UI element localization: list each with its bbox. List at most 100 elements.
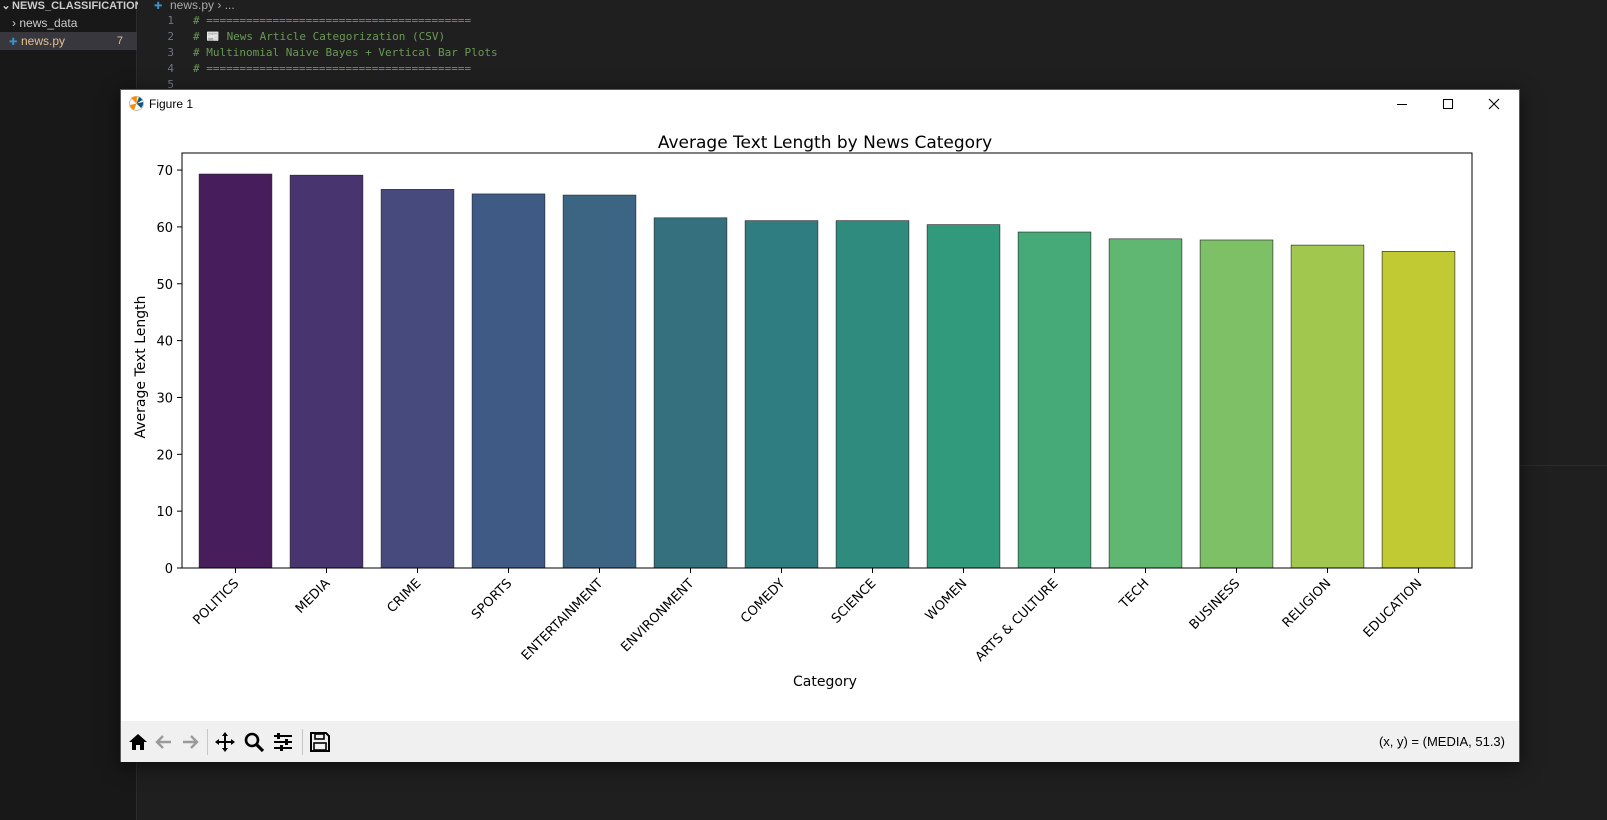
- x-tick-label: WOMEN: [923, 576, 971, 624]
- x-tick-label: TECH: [1116, 576, 1152, 612]
- code-line[interactable]: 5: [138, 77, 174, 93]
- line-number: 1: [167, 14, 174, 27]
- close-icon: [1488, 98, 1500, 110]
- x-tick-label: BUSINESS: [1187, 576, 1244, 633]
- bar-women: [926, 224, 1001, 569]
- configure-subplots-icon: [274, 733, 292, 751]
- y-tick-label: 10: [156, 505, 173, 520]
- back-arrow-icon: [155, 735, 171, 749]
- line-number: 2: [167, 30, 174, 43]
- configure-subplots-button[interactable]: [270, 730, 296, 754]
- explorer-file-news-py[interactable]: ✚ news.py 7: [0, 32, 137, 50]
- y-tick-label: 0: [165, 562, 173, 577]
- x-tick-label: SPORTS: [469, 576, 515, 622]
- breadcrumb-separator: ›: [214, 0, 225, 12]
- line-number: 4: [167, 62, 174, 75]
- explorer-root-label: NEWS_CLASSIFICATION: [12, 0, 143, 12]
- y-tick-label: 70: [156, 164, 173, 179]
- close-button[interactable]: [1471, 90, 1517, 118]
- x-axis-ticks: POLITICS MEDIA CRIME SPORTS ENTERTAINMENT ENV…: [191, 568, 1426, 665]
- chevron-down-icon: ⌄: [1, 0, 11, 12]
- y-tick-label: 40: [156, 335, 173, 350]
- x-tick-label: ENVIRONMENT: [618, 576, 697, 655]
- breadcrumb-rest[interactable]: ...: [224, 0, 235, 12]
- axes-frame: [181, 152, 1473, 569]
- pan-button[interactable]: [212, 730, 238, 754]
- x-tick-label: MEDIA: [293, 576, 333, 616]
- figure-window: Figure 1 Average Text Length by News Cat…: [120, 89, 1520, 762]
- problems-count-badge: 7: [116, 35, 123, 47]
- bar-science: [835, 220, 910, 569]
- explorer-root-folder[interactable]: ⌄NEWS_CLASSIFICATION: [0, 0, 142, 15]
- window-title: Figure 1: [149, 97, 194, 111]
- x-tick-label: CRIME: [384, 576, 424, 616]
- forward-arrow-icon: [183, 735, 199, 749]
- line-text: # ======================================…: [193, 62, 472, 75]
- chevron-right-icon: ›: [12, 16, 20, 30]
- chart-title: Average Text Length by News Category: [658, 133, 992, 153]
- minimize-icon: [1397, 104, 1407, 105]
- bar-religion: [1290, 244, 1365, 569]
- bar-politics: [198, 173, 273, 569]
- y-tick-label: 50: [156, 278, 173, 293]
- explorer-folder-news-data[interactable]: › news_data: [0, 14, 137, 32]
- code-line[interactable]: 4 # =====================================…: [138, 61, 471, 77]
- line-text: # 📰 News Article Categorization (CSV): [193, 30, 446, 43]
- maximize-button[interactable]: [1425, 90, 1471, 118]
- x-tick-label: EDUCATION: [1361, 576, 1426, 641]
- bar-chart: Average Text Length by News Category Ave…: [133, 133, 1473, 690]
- maximize-icon: [1443, 99, 1453, 109]
- y-tick-label: 20: [156, 448, 173, 463]
- save-button[interactable]: [307, 730, 333, 754]
- bar-business: [1199, 239, 1274, 569]
- plot-canvas[interactable]: Average Text Length by News Category Ave…: [121, 118, 1519, 721]
- bar-comedy: [744, 220, 819, 569]
- explorer-folder-label: news_data: [19, 16, 78, 30]
- home-icon: [129, 734, 147, 750]
- line-text: # ======================================…: [193, 14, 472, 27]
- y-tick-label: 30: [156, 391, 173, 406]
- save-icon: [310, 732, 330, 752]
- line-text: # Multinomial Naive Bayes + Vertical Bar…: [193, 46, 498, 59]
- window-titlebar[interactable]: Figure 1: [121, 90, 1519, 118]
- explorer-sidebar: ⌄NEWS_CLASSIFICATION › news_data ✚ news.p…: [0, 0, 143, 820]
- bar-tech: [1108, 238, 1183, 569]
- y-tick-label: 60: [156, 221, 173, 236]
- code-line[interactable]: 1 # =====================================…: [138, 13, 471, 29]
- toolbar-separator: [302, 729, 303, 755]
- bar-arts-culture: [1017, 231, 1092, 569]
- x-tick-label: ARTS & CULTURE: [973, 576, 1062, 665]
- x-tick-label: SCIENCE: [829, 576, 879, 626]
- y-axis-label: Average Text Length: [133, 296, 149, 439]
- bar-environment: [653, 217, 728, 569]
- explorer-file-label: news.py: [21, 34, 66, 48]
- home-button[interactable]: [125, 730, 151, 754]
- matplotlib-logo-icon: [129, 96, 144, 111]
- cursor-coordinates-readout: (x, y) = (MEDIA, 51.3): [1378, 734, 1505, 749]
- line-number: 5: [167, 78, 174, 91]
- zoom-button[interactable]: [241, 730, 267, 754]
- line-number: 3: [167, 46, 174, 59]
- code-line[interactable]: 3 # Multinomial Naive Bayes + Vertical Ba…: [138, 45, 497, 61]
- pan-icon: [215, 732, 235, 752]
- bar-education: [1381, 251, 1456, 569]
- navigation-toolbar: (x, y) = (MEDIA, 51.3): [121, 721, 1519, 762]
- breadcrumb-file[interactable]: news.py: [170, 0, 215, 12]
- code-line[interactable]: 2 # 📰 News Article Categorization (CSV): [138, 29, 445, 45]
- x-tick-label: ENTERTAINMENT: [519, 576, 606, 663]
- python-file-icon: ✚: [154, 1, 163, 12]
- bar-media: [289, 174, 364, 569]
- zoom-icon: [244, 732, 265, 753]
- breadcrumb: ✚ news.py › ...: [154, 0, 235, 13]
- toolbar-separator: [207, 729, 208, 755]
- forward-button[interactable]: [177, 730, 203, 754]
- bar-crime: [380, 189, 455, 569]
- bar-entertainment: [562, 194, 637, 569]
- x-axis-label: Category: [793, 674, 857, 690]
- back-button[interactable]: [151, 730, 177, 754]
- python-file-icon: ✚: [9, 37, 18, 48]
- y-axis-ticks: 0 10 20 30 40 50 60 70: [156, 164, 182, 577]
- bar-sports: [471, 193, 546, 569]
- bars-group: [198, 173, 1456, 569]
- minimize-button[interactable]: [1379, 90, 1425, 118]
